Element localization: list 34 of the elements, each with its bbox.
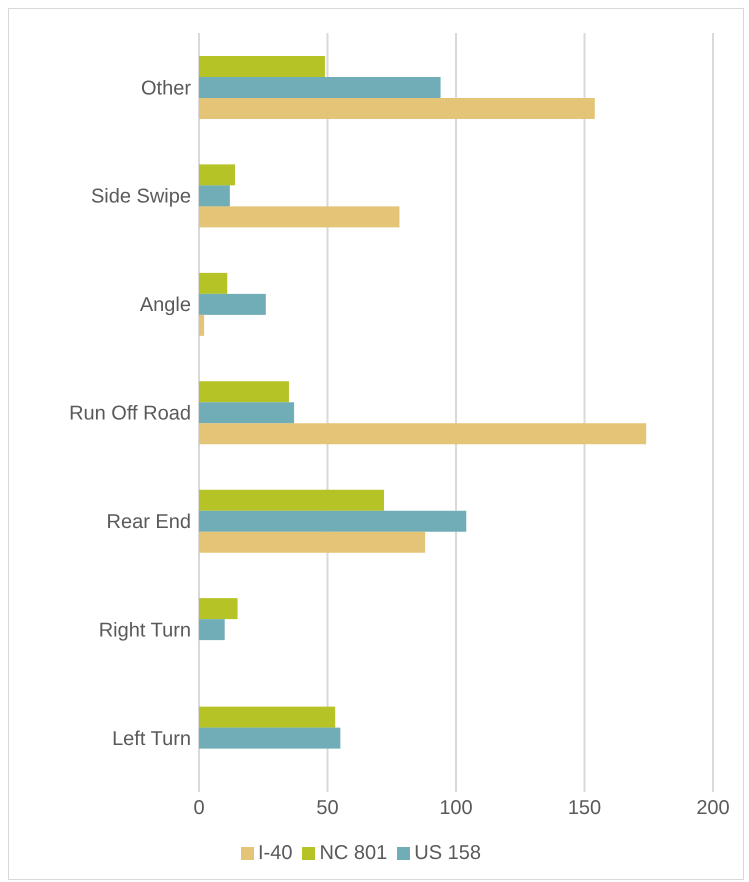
y-tick-label: Other: [140, 77, 192, 100]
bar: [199, 706, 336, 728]
bar: [199, 510, 466, 532]
bar: [199, 381, 289, 402]
bar: [199, 619, 225, 640]
y-tick-label: Left Turn: [112, 728, 191, 750]
bar: [199, 56, 325, 77]
bar: [199, 294, 266, 315]
bar: [199, 598, 238, 620]
y-tick-label: Right Turn: [98, 619, 191, 642]
bar: [199, 206, 400, 228]
bar: [199, 185, 230, 206]
y-tick-label: Rear End: [106, 511, 191, 534]
y-tick-label: Side Swipe: [90, 186, 191, 208]
bar: [199, 402, 294, 424]
bar: [199, 164, 235, 186]
legend-label: NC 801: [319, 842, 388, 864]
x-tick-label: 50: [316, 797, 339, 820]
y-tick-label: Angle: [140, 294, 191, 316]
bar: [199, 532, 426, 553]
x-tick-label: 150: [568, 797, 602, 820]
bar: [199, 490, 384, 511]
bar: [199, 314, 204, 336]
y-tick-label: Run Off Road: [69, 402, 191, 425]
x-tick-label: 0: [193, 797, 205, 820]
bar: [199, 98, 595, 119]
x-tick-label: 200: [696, 797, 730, 820]
bar: [199, 77, 441, 98]
bar: [199, 272, 228, 294]
x-tick-label: 100: [439, 797, 473, 820]
legend-label: I-40: [258, 842, 292, 864]
legend-label: US 158: [414, 842, 481, 864]
bar: [199, 728, 340, 749]
bar: [199, 423, 646, 444]
